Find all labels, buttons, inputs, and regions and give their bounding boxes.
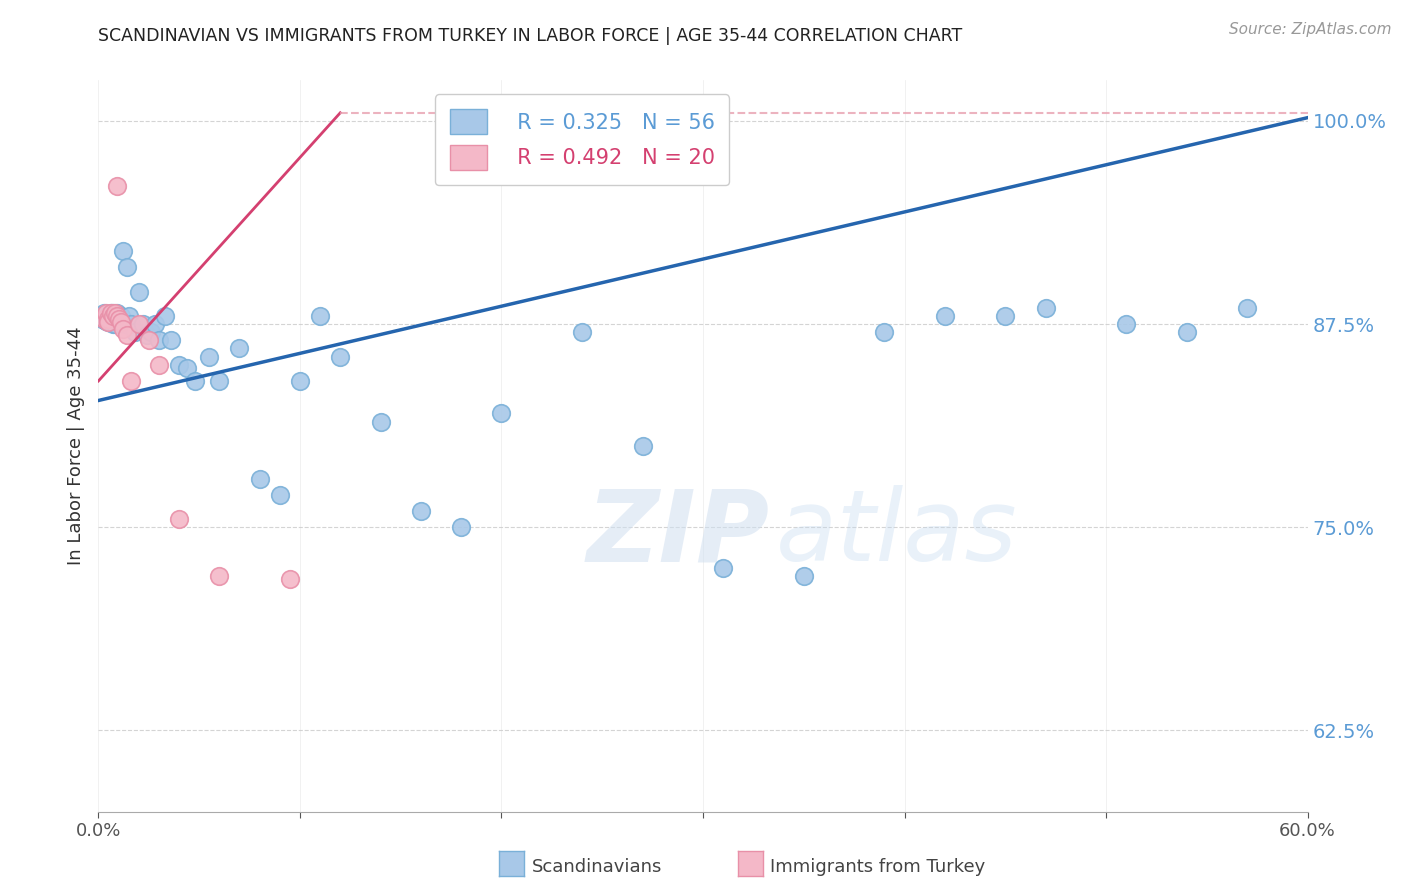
- Point: [711, 561, 734, 575]
- Point: [132, 317, 155, 331]
- Point: [103, 306, 125, 320]
- Point: [124, 325, 146, 339]
- Point: [208, 569, 231, 583]
- Point: [571, 325, 593, 339]
- Point: [110, 316, 132, 330]
- Point: [105, 178, 128, 193]
- Point: [208, 374, 231, 388]
- Point: [143, 317, 166, 331]
- Point: [114, 317, 136, 331]
- Point: [97, 309, 120, 323]
- Point: [793, 569, 815, 583]
- Point: [153, 309, 176, 323]
- Point: [288, 374, 311, 388]
- Point: [139, 325, 162, 339]
- Point: [1236, 301, 1258, 315]
- Point: [105, 306, 128, 320]
- Point: [228, 342, 250, 356]
- Point: [101, 306, 124, 320]
- Point: [309, 309, 332, 323]
- Point: [101, 317, 124, 331]
- Point: [135, 328, 157, 343]
- Point: [994, 309, 1017, 323]
- Point: [491, 407, 513, 421]
- Point: [120, 317, 142, 331]
- Point: [103, 317, 125, 331]
- Point: [96, 314, 118, 328]
- Point: [148, 358, 170, 372]
- Text: ZIP: ZIP: [586, 485, 769, 582]
- Point: [96, 306, 118, 320]
- Point: [148, 334, 170, 348]
- Point: [184, 374, 207, 388]
- Point: [103, 312, 125, 326]
- Point: [1175, 325, 1198, 339]
- Text: atlas: atlas: [776, 485, 1017, 582]
- Point: [97, 316, 120, 330]
- Point: [249, 471, 271, 485]
- Point: [128, 317, 150, 331]
- Point: [107, 312, 129, 326]
- Point: [115, 260, 138, 275]
- Point: [278, 572, 301, 586]
- Point: [1035, 301, 1057, 315]
- Point: [111, 322, 134, 336]
- Y-axis label: In Labor Force | Age 35-44: In Labor Force | Age 35-44: [66, 326, 84, 566]
- Point: [160, 334, 183, 348]
- Point: [115, 328, 138, 343]
- Point: [873, 325, 896, 339]
- Point: [100, 306, 122, 320]
- Text: Scandinavians: Scandinavians: [531, 858, 662, 876]
- Point: [128, 285, 150, 299]
- Point: [107, 312, 129, 326]
- Point: [110, 309, 132, 323]
- Point: [1115, 317, 1137, 331]
- Point: [269, 488, 291, 502]
- Point: [97, 312, 120, 326]
- Point: [329, 350, 352, 364]
- Point: [93, 306, 115, 320]
- Point: [138, 334, 160, 348]
- Point: [934, 309, 956, 323]
- Point: [100, 306, 122, 320]
- Point: [450, 520, 472, 534]
- Point: [176, 361, 198, 376]
- Point: [105, 309, 128, 323]
- Point: [118, 309, 141, 323]
- Point: [120, 374, 142, 388]
- Point: [631, 439, 654, 453]
- Point: [91, 312, 114, 326]
- Legend:   R = 0.325   N = 56,   R = 0.492   N = 20: R = 0.325 N = 56, R = 0.492 N = 20: [434, 95, 730, 185]
- Point: [409, 504, 432, 518]
- Text: Immigrants from Turkey: Immigrants from Turkey: [770, 858, 986, 876]
- Point: [107, 316, 129, 330]
- Point: [111, 244, 134, 258]
- Point: [100, 312, 122, 326]
- Point: [93, 312, 115, 326]
- Point: [105, 309, 128, 323]
- Point: [97, 316, 120, 330]
- Point: [167, 358, 190, 372]
- Text: SCANDINAVIAN VS IMMIGRANTS FROM TURKEY IN LABOR FORCE | AGE 35-44 CORRELATION CH: SCANDINAVIAN VS IMMIGRANTS FROM TURKEY I…: [98, 27, 963, 45]
- Text: Source: ZipAtlas.com: Source: ZipAtlas.com: [1229, 22, 1392, 37]
- Point: [167, 512, 190, 526]
- Point: [198, 350, 221, 364]
- Point: [101, 309, 124, 323]
- Point: [370, 415, 392, 429]
